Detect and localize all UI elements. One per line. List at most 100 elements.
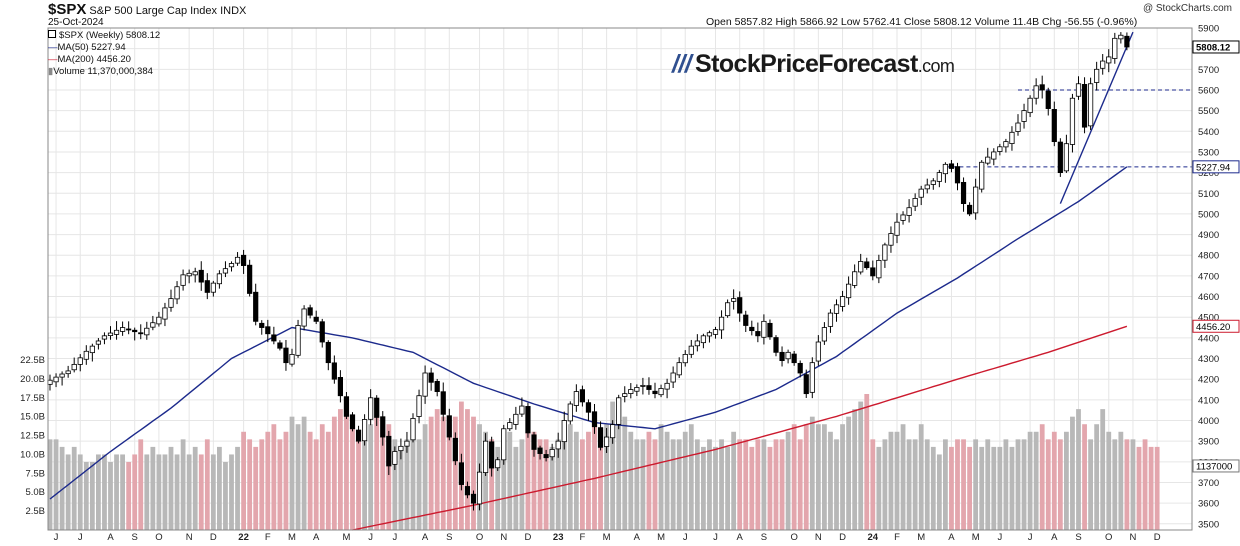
candle-body — [954, 166, 961, 184]
volume-bar — [114, 454, 119, 530]
volume-bar — [428, 416, 434, 530]
candle-body — [156, 316, 162, 325]
time-tick-label: A — [737, 532, 744, 543]
candle-body — [549, 449, 555, 458]
candle-body — [355, 429, 362, 442]
volume-bar — [83, 462, 89, 530]
candle-body — [198, 269, 204, 283]
candle-body — [470, 493, 477, 504]
candle-body — [83, 350, 89, 360]
volume-bar — [144, 454, 150, 530]
time-tick-label: M — [972, 532, 980, 543]
candle-body — [1106, 56, 1112, 64]
candle-body — [174, 286, 180, 300]
candle-body — [126, 328, 132, 331]
volume-bar — [392, 439, 398, 530]
stockpriceforecast-logo: ///StockPriceForecast.com — [672, 50, 955, 78]
volume-bar — [949, 446, 954, 530]
candle-body — [706, 332, 713, 337]
index-description: S&P 500 Large Cap Index — [89, 5, 218, 17]
price-tick-label: 4100 — [1198, 395, 1219, 406]
time-tick-label: M — [917, 532, 925, 543]
volume-bar — [598, 439, 603, 530]
price-tick-label: 4000 — [1198, 416, 1219, 427]
volume-bar — [96, 454, 101, 530]
price-tick-label: 3600 — [1198, 499, 1219, 510]
volume-bar — [362, 439, 367, 530]
candle-body — [77, 357, 83, 365]
price-tick-label: 4200 — [1198, 375, 1219, 386]
volume-bar — [108, 462, 113, 530]
candle-body — [416, 395, 422, 417]
volume-bar — [525, 424, 531, 530]
volume-bar — [1039, 424, 1045, 530]
candle-body — [882, 244, 888, 261]
candle-body — [815, 341, 821, 362]
logo-slash-icon: /// — [672, 50, 692, 78]
time-tick-label: A — [1051, 532, 1058, 543]
volume-bar — [761, 439, 767, 530]
candle-body — [331, 362, 337, 380]
candle-body — [458, 462, 465, 485]
candle-body — [440, 391, 446, 415]
volume-bar — [102, 454, 107, 530]
volume-bar — [295, 424, 301, 530]
volume-bar — [168, 446, 174, 530]
candle-body — [452, 437, 458, 462]
candle-body — [610, 424, 616, 439]
volume-bar — [283, 431, 289, 530]
time-tick-label: S — [446, 532, 452, 543]
candle-body — [725, 302, 731, 317]
volume-bar — [338, 409, 343, 530]
candle-body — [555, 440, 561, 450]
volume-bar — [622, 416, 628, 530]
candle-body — [924, 184, 930, 190]
candle-body — [1112, 37, 1118, 59]
volume-bar — [543, 439, 549, 530]
time-tick-label: D — [525, 532, 532, 543]
candle-body — [113, 329, 120, 335]
candle-body — [1003, 141, 1009, 148]
volume-bar — [555, 439, 561, 530]
candle-body — [349, 414, 356, 430]
candle-body — [289, 354, 295, 365]
time-tick-label: D — [210, 532, 217, 543]
candle-body — [1051, 109, 1057, 143]
time-tick-label: O — [790, 532, 797, 543]
volume-bar — [229, 454, 234, 530]
candle-body — [755, 331, 761, 337]
volume-bar — [253, 446, 259, 530]
volume-bar — [180, 439, 186, 530]
volume-bar — [797, 439, 803, 530]
candle-body — [1045, 90, 1051, 109]
candle-body — [259, 322, 265, 328]
candle-body — [253, 291, 259, 322]
volume-bar — [1112, 439, 1118, 530]
volume-bar — [1082, 424, 1087, 530]
candle-body — [991, 151, 997, 160]
candle-body — [507, 422, 513, 430]
time-tick-label: M — [288, 532, 296, 543]
volume-bar — [985, 439, 991, 530]
time-tick-label: O — [1105, 532, 1112, 543]
plot-frame — [47, 27, 1193, 531]
volume-bar — [930, 446, 936, 530]
candle-body — [489, 441, 495, 469]
volume-tick-label: 5.0B — [25, 487, 45, 498]
volume-bar — [991, 446, 997, 530]
candle-body — [410, 418, 416, 441]
volume-tick-label: 20.0B — [20, 374, 45, 385]
time-tick-label: D — [1154, 532, 1161, 543]
candle-body — [343, 396, 350, 417]
volume-bar — [380, 431, 386, 530]
volume-bar — [356, 431, 361, 530]
volume-bar — [979, 446, 985, 530]
volume-bar — [852, 409, 858, 530]
candle-body — [670, 372, 676, 383]
legend-ma50: —MA(50) 5227.94 — [48, 42, 126, 53]
volume-bar — [132, 454, 138, 530]
candle-body — [561, 420, 567, 443]
chart-date: 25-Oct-2024 — [48, 17, 104, 28]
volume-bar — [289, 416, 295, 530]
candle-body — [428, 372, 434, 383]
